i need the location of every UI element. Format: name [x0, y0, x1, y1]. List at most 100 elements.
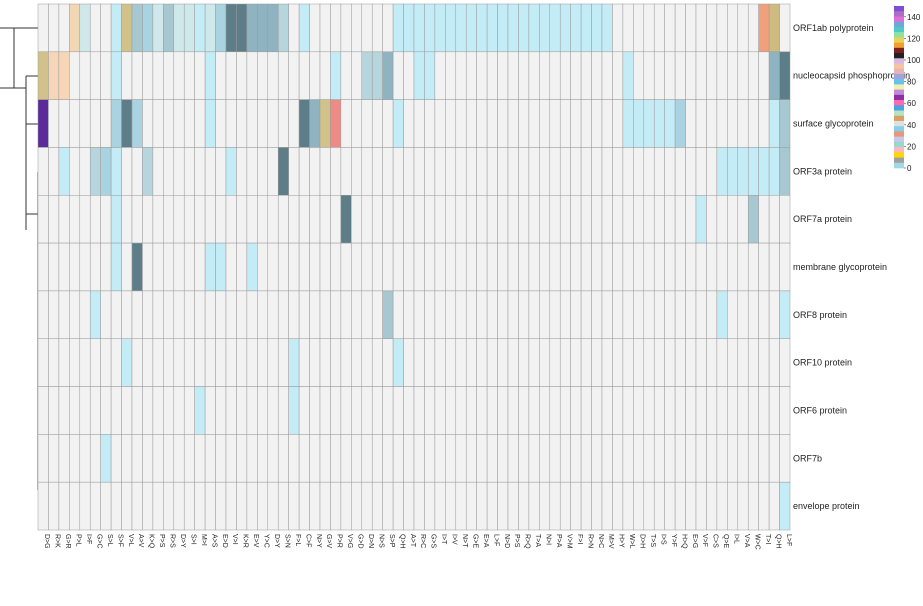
heatmap-cell — [204, 338, 216, 387]
heatmap-cell — [183, 481, 195, 531]
heatmap-cell — [309, 3, 321, 53]
heatmap-cell — [392, 99, 404, 148]
heatmap-cell — [559, 51, 571, 100]
heatmap-cell — [737, 3, 749, 53]
heatmap-cell — [79, 434, 91, 483]
heatmap-cell — [727, 386, 739, 435]
heatmap-cell — [340, 242, 352, 292]
heatmap-cell — [737, 147, 749, 196]
heatmap-cell — [69, 3, 81, 53]
column-label: E>A — [482, 534, 489, 548]
heatmap-cell — [257, 338, 269, 387]
heatmap-cell — [163, 434, 175, 483]
heatmap-cell — [236, 99, 248, 148]
heatmap-cell — [758, 290, 770, 339]
heatmap-cell — [497, 290, 509, 339]
column-label: V>I — [231, 534, 238, 545]
heatmap-cell — [507, 338, 519, 387]
heatmap-cell — [371, 386, 383, 435]
heatmap-cell — [236, 195, 248, 244]
heatmap-cell — [183, 195, 195, 244]
heatmap-cell — [340, 51, 352, 100]
column-label: C>S — [712, 534, 719, 548]
heatmap-cell — [601, 386, 613, 435]
heatmap-cell — [570, 338, 582, 387]
heatmap-cell — [486, 386, 498, 435]
heatmap-cell — [424, 195, 436, 244]
heatmap-cell — [622, 386, 634, 435]
heatmap-cell — [727, 3, 739, 53]
heatmap-cell — [89, 242, 101, 292]
heatmap-cell — [194, 51, 206, 100]
heatmap-cell — [183, 242, 195, 292]
heatmap-cell — [194, 242, 206, 292]
heatmap-cell — [716, 51, 728, 100]
heatmap-cell — [455, 195, 467, 244]
heatmap-cell — [465, 195, 477, 244]
heatmap-cell — [476, 338, 488, 387]
heatmap-cell — [225, 386, 237, 435]
heatmap-cell — [194, 338, 206, 387]
heatmap-cell — [779, 195, 791, 244]
heatmap-cell — [142, 3, 154, 53]
heatmap-cell — [173, 51, 185, 100]
heatmap-cell — [319, 195, 331, 244]
heatmap-cell — [215, 195, 227, 244]
heatmap-cell — [163, 3, 175, 53]
heatmap-cell — [194, 147, 206, 196]
heatmap-cell — [330, 290, 342, 339]
heatmap-cell — [371, 290, 383, 339]
heatmap-cell — [110, 195, 122, 244]
heatmap-cell — [528, 242, 540, 292]
heatmap-cell — [685, 290, 697, 339]
heatmap-cell — [643, 386, 655, 435]
heatmap-cell — [445, 3, 457, 53]
heatmap-cell — [549, 99, 561, 148]
heatmap-cell — [434, 338, 446, 387]
heatmap-cell — [476, 386, 488, 435]
heatmap-cell — [486, 99, 498, 148]
heatmap-cell — [288, 338, 300, 387]
heatmap-cell — [518, 338, 530, 387]
heatmap-cell — [612, 242, 624, 292]
heatmap-cell — [413, 3, 425, 53]
heatmap-cell — [497, 338, 509, 387]
heatmap-cell — [747, 434, 759, 483]
heatmap-cell — [309, 242, 321, 292]
column-label: S>P — [388, 534, 395, 548]
heatmap-cell — [424, 386, 436, 435]
heatmap-cell — [100, 51, 112, 100]
heatmap-cell — [121, 242, 133, 292]
heatmap-cell — [204, 481, 216, 531]
heatmap-cell — [142, 51, 154, 100]
heatmap-cell — [330, 338, 342, 387]
heatmap-cell — [518, 386, 530, 435]
heatmap-cell — [455, 290, 467, 339]
heatmap-cell — [183, 434, 195, 483]
color-key-swatch — [894, 89, 904, 96]
heatmap-cell — [653, 51, 665, 100]
heatmap-cell — [424, 99, 436, 148]
color-key-swatch — [894, 11, 904, 17]
heatmap-cell — [434, 434, 446, 483]
heatmap-cell — [497, 195, 509, 244]
heatmap-cell — [716, 290, 728, 339]
heatmap-cell — [497, 434, 509, 483]
heatmap-cell — [768, 434, 780, 483]
heatmap-cell — [476, 51, 488, 100]
row-label: ORF7a protein — [793, 214, 852, 224]
heatmap-cell — [236, 434, 248, 483]
column-label: T>I — [764, 534, 771, 544]
heatmap-cell — [507, 3, 519, 53]
heatmap-cell — [727, 195, 739, 244]
heatmap-cell — [309, 338, 321, 387]
heatmap-cell — [246, 386, 258, 435]
heatmap-cell — [37, 99, 49, 148]
heatmap-cell — [225, 147, 237, 196]
heatmap-cell — [445, 290, 457, 339]
heatmap-cell — [685, 242, 697, 292]
heatmap-cell — [215, 481, 227, 531]
heatmap-cell — [121, 434, 133, 483]
heatmap-cell — [246, 51, 258, 100]
heatmap-cell — [298, 434, 310, 483]
